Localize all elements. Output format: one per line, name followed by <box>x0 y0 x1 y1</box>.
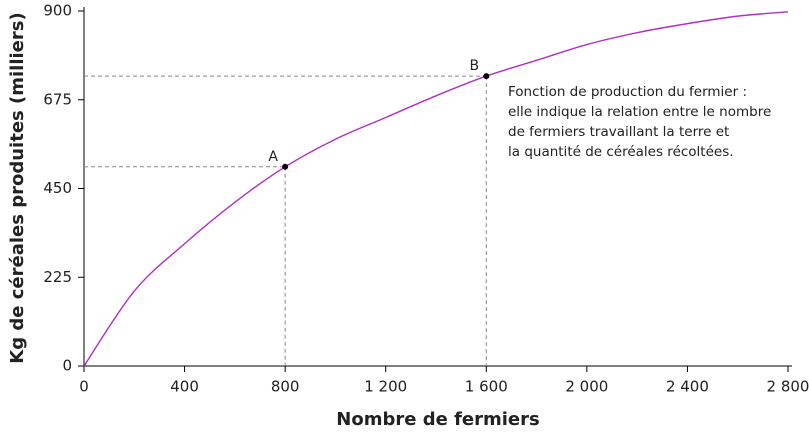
y-tick-label: 0 <box>62 357 72 375</box>
point <box>483 73 490 80</box>
line <box>83 11 789 367</box>
y-tick-label: 450 <box>43 179 72 197</box>
annotation: elle indique la relation entre le nombre <box>508 104 771 120</box>
x-tick-label: 2 800 <box>767 378 809 396</box>
y-tick-label: 225 <box>43 268 72 286</box>
point <box>282 163 289 170</box>
y-axis-title: Kg de céréales produites (milliers) <box>7 12 28 363</box>
y-tick-label: 900 <box>43 2 72 20</box>
x-axis-title: Nombre de fermiers <box>336 409 539 430</box>
x-tick-label: 0 <box>79 378 89 396</box>
y-tick-label: 675 <box>43 90 72 108</box>
x-tick-label: 2 400 <box>666 378 709 396</box>
annotation: la quantité de céréales récoltées. <box>508 144 734 160</box>
x-tick-label: 2 000 <box>565 378 608 396</box>
annotation: Fonction de production du fermier : <box>508 84 747 100</box>
point-label: A <box>268 149 278 165</box>
point-label: B <box>469 58 479 74</box>
x-tick-label: 800 <box>271 378 300 396</box>
x-tick-label: 1 200 <box>364 378 407 396</box>
x-tick-label: 400 <box>170 378 199 396</box>
annotation: de fermiers travaillant la terre et <box>508 124 729 140</box>
x-tick-label: 1 600 <box>465 378 508 396</box>
